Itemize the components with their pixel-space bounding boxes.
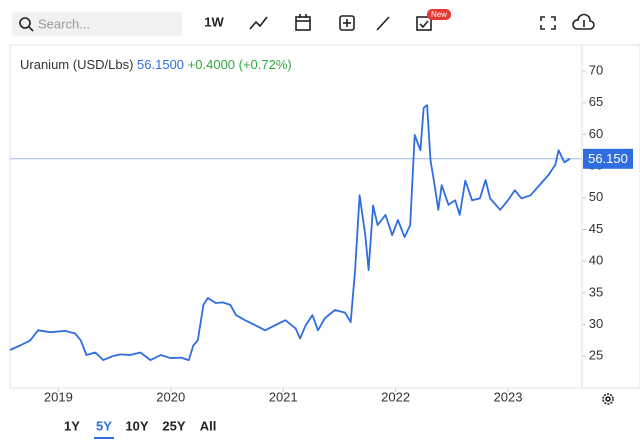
calendar-icon[interactable] <box>295 14 311 31</box>
interval-button[interactable]: 1W <box>204 14 224 29</box>
y-tick-label: 65 <box>589 94 603 109</box>
x-tick-label: 2019 <box>44 389 73 404</box>
range-buttons: 1Y 5Y 10Y 25Y All <box>64 418 217 439</box>
range-button[interactable]: All <box>200 418 217 433</box>
plot: 2530354045505560657020192020202120222023… <box>9 62 633 404</box>
settings-icon[interactable] <box>602 393 614 405</box>
y-tick-label: 35 <box>589 284 603 299</box>
download-icon[interactable] <box>572 13 595 30</box>
y-tick-label: 70 <box>589 62 603 77</box>
x-tick-label: 2021 <box>269 389 298 404</box>
new-badge-text: New <box>431 10 447 19</box>
range-button[interactable]: 5Y <box>96 418 112 433</box>
legend-change: +0.4000 (+0.72%) <box>188 57 292 72</box>
legend: Uranium (USD/Lbs) 56.1500 +0.4000 (+0.72… <box>20 57 292 72</box>
y-tick-label: 30 <box>589 316 603 331</box>
legend-name: Uranium (USD/Lbs) <box>20 57 133 72</box>
new-badge <box>427 9 451 20</box>
add-icon[interactable] <box>339 15 355 31</box>
search-placeholder[interactable]: Search... <box>38 16 90 31</box>
draw-icon[interactable] <box>376 16 390 31</box>
last-value-label: 56.150 <box>588 151 628 166</box>
search-icon <box>19 17 31 29</box>
y-tick-label: 45 <box>589 221 603 236</box>
plot-frame <box>9 44 640 389</box>
x-tick-label: 2022 <box>381 389 410 404</box>
range-button[interactable]: 1Y <box>64 418 80 433</box>
search-icon-handle <box>28 26 34 32</box>
range-button[interactable]: 25Y <box>162 418 185 433</box>
search-box[interactable] <box>12 12 182 36</box>
price-line <box>9 104 571 361</box>
y-tick-label: 60 <box>589 126 603 141</box>
x-tick-label: 2023 <box>494 389 523 404</box>
y-tick-label: 25 <box>589 348 603 363</box>
fullscreen-icon[interactable] <box>540 16 556 30</box>
y-tick-label: 40 <box>589 253 603 268</box>
x-tick-label: 2020 <box>156 389 185 404</box>
chart-type-icon[interactable] <box>249 16 268 30</box>
legend-price: 56.1500 <box>137 57 184 72</box>
range-button[interactable]: 10Y <box>125 418 148 433</box>
check-calendar-icon[interactable] <box>416 16 432 31</box>
y-tick-label: 50 <box>589 189 603 204</box>
last-value-box <box>583 148 633 169</box>
